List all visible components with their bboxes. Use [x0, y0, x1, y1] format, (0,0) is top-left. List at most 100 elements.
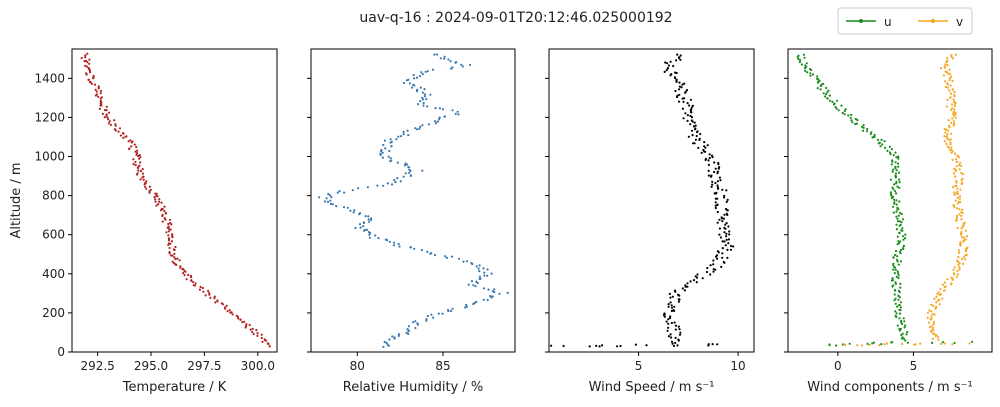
series-v-point	[954, 199, 957, 202]
series-1-point	[664, 61, 667, 64]
series-1-point	[464, 306, 467, 309]
series-v-point	[951, 150, 954, 153]
series-u-point	[894, 161, 897, 164]
series-1-point	[385, 341, 388, 344]
series-1-point	[136, 154, 140, 158]
series-1-point	[690, 119, 693, 122]
x-tick-label: 292.5	[80, 359, 114, 373]
series-v-point	[956, 187, 959, 190]
series-u-point	[895, 199, 898, 202]
series-1-point	[394, 181, 397, 184]
series-1-point	[426, 314, 429, 318]
series-1-point	[487, 288, 490, 291]
series-u-point	[904, 237, 907, 240]
series-u-point	[844, 108, 847, 111]
series-1-point	[682, 100, 685, 103]
series-1-point	[138, 154, 141, 157]
series-1-point	[388, 240, 391, 243]
series-1-point	[145, 180, 148, 183]
series-1-point	[727, 242, 730, 245]
series-u-point	[888, 145, 892, 148]
series-1-point	[103, 116, 106, 119]
series-1-point	[88, 62, 91, 65]
series-v-point	[950, 276, 953, 279]
series-v-point	[928, 309, 931, 312]
series-u-point	[900, 321, 903, 324]
series-v-point	[942, 289, 946, 292]
series-u-point	[847, 114, 850, 117]
series-1-point	[721, 220, 724, 223]
series-u-point	[848, 342, 851, 345]
series-1-point	[390, 144, 393, 148]
series-1-point	[155, 194, 158, 197]
series-u-point	[837, 109, 840, 112]
series-u-point	[854, 123, 857, 126]
series-1-point	[663, 70, 666, 73]
series-u-point	[894, 297, 897, 300]
series-1-point	[163, 210, 166, 213]
series-1-point	[418, 127, 421, 130]
series-1-point	[248, 323, 251, 327]
series-v-point	[958, 195, 962, 198]
series-1-point	[354, 226, 357, 230]
series-v-point	[868, 343, 871, 347]
series-1-point	[118, 127, 122, 130]
series-1-point	[727, 225, 730, 228]
series-u-point	[880, 138, 883, 141]
series-1-point	[716, 180, 720, 183]
x-tick-label: 297.5	[187, 359, 221, 373]
series-1-point	[696, 130, 699, 133]
series-1-point	[443, 115, 447, 118]
series-v-point	[964, 250, 968, 253]
series-v-point	[941, 297, 944, 300]
series-u-point	[897, 165, 900, 168]
series-v-point	[956, 259, 959, 262]
series-1-point	[119, 134, 122, 137]
series-1-point	[730, 244, 733, 248]
y-tick-label: 1000	[34, 150, 65, 164]
series-v-point	[944, 70, 947, 73]
series-2-point	[619, 344, 622, 348]
series-v-point	[930, 310, 933, 313]
series-1-point	[137, 166, 140, 169]
series-1-point	[109, 123, 112, 126]
series-v-point	[949, 143, 952, 146]
series-1-point	[430, 313, 433, 316]
series-v-point	[951, 343, 954, 346]
series-u-point	[824, 95, 827, 98]
series-1-point	[674, 336, 677, 339]
x-tick-label: 0	[834, 359, 842, 373]
series-1-point	[670, 309, 674, 313]
series-1-point	[84, 56, 87, 59]
series-1-point	[685, 89, 689, 92]
series-u-point	[827, 89, 830, 92]
series-1-point	[678, 328, 681, 331]
series-v-point	[931, 326, 935, 330]
series-1-point	[677, 100, 681, 103]
series-u-point	[866, 342, 869, 345]
series-u-point	[891, 195, 895, 199]
series-1-point	[161, 213, 164, 216]
series-u-point	[816, 75, 819, 78]
series-v-point	[954, 184, 957, 187]
series-1-point	[139, 161, 142, 164]
series-v-point	[945, 85, 948, 89]
series-u-point	[899, 312, 902, 315]
series-1-point	[490, 272, 493, 275]
series-1-point	[710, 154, 714, 157]
series-v-point	[949, 138, 952, 141]
series-1-point	[377, 237, 380, 240]
series-v-point	[960, 211, 963, 214]
series-u-point	[896, 220, 900, 223]
series-1-point	[712, 263, 715, 266]
series-u-point	[893, 183, 896, 186]
series-1-point	[436, 120, 439, 123]
series-u-point	[883, 140, 886, 143]
series-1-point	[681, 83, 684, 86]
series-u-point	[865, 130, 869, 133]
series-1-point	[723, 196, 726, 199]
series-u-point	[849, 116, 852, 119]
series-1-point	[426, 105, 429, 108]
x-tick-label: 5	[910, 359, 918, 373]
series-1-point	[707, 169, 710, 172]
